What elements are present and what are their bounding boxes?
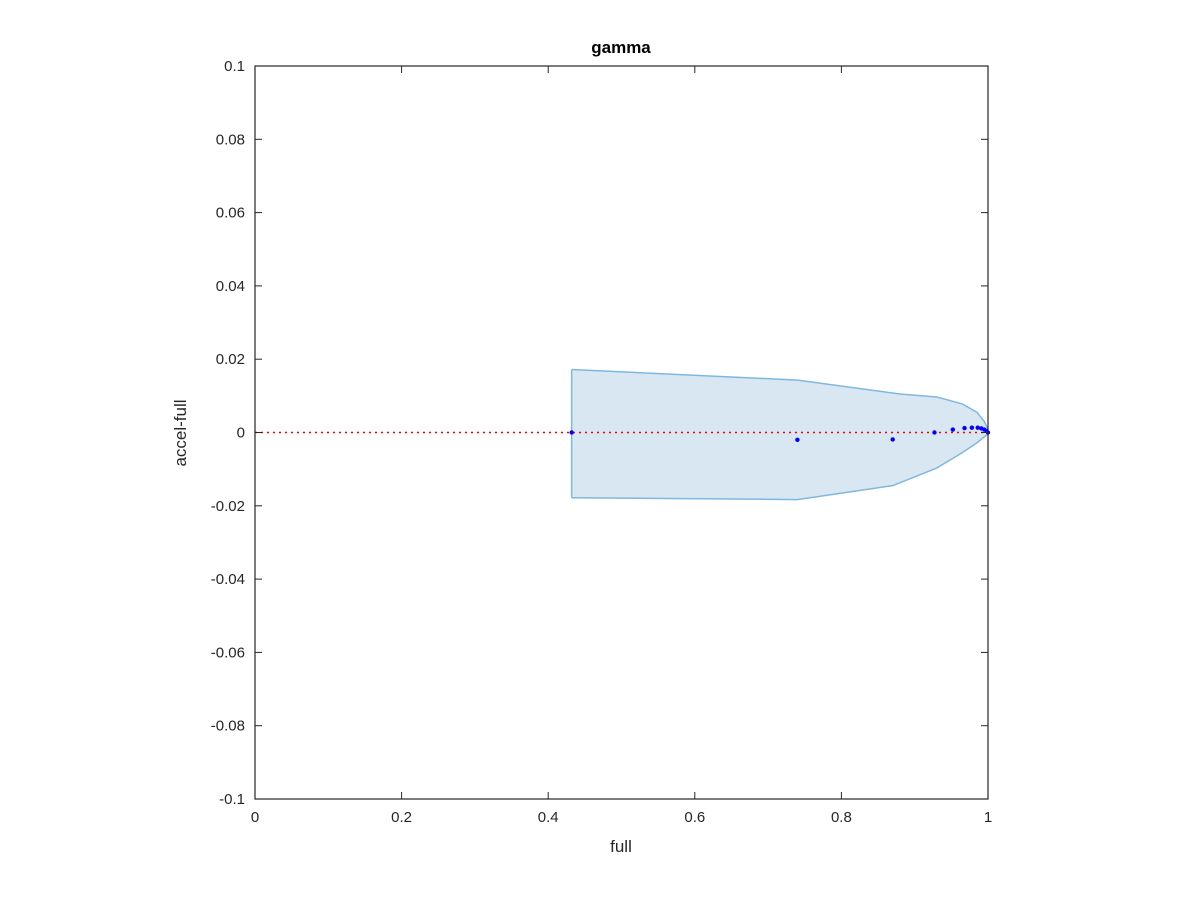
y-tick-label: -0.1 [219,791,245,808]
y-tick-label: -0.08 [211,718,245,735]
y-tick-label: -0.02 [211,498,245,515]
y-tick-label: -0.06 [211,644,245,661]
data-point [975,425,980,430]
y-tick-label: 0 [237,425,245,442]
x-tick-label: 0.4 [538,809,559,826]
data-point [795,437,800,443]
x-tick-label: 0.6 [684,809,705,826]
x-axis-label: full [610,837,632,856]
data-point [969,425,975,430]
confidence-band [571,369,988,500]
y-tick-label: 0.08 [216,131,245,148]
data-point [890,437,895,442]
band-lower-edge [571,433,989,501]
y-tick-label: -0.04 [211,571,245,588]
data-point [962,425,967,431]
y-axis-label: accel-full [171,399,190,466]
data-point [569,430,574,435]
band-upper-edge [571,368,989,430]
x-tick-label: 0 [251,809,259,826]
x-tick-label: 0.2 [391,809,412,826]
y-tick-label: 0.06 [216,205,245,222]
chart-title: gamma [591,38,651,57]
x-tick-label: 0.8 [831,809,852,826]
plot-area: 0 0.2 0.4 0.6 0.8 1 -0.1 -0.08 -0.06 -0.04 -0.02 0 0… [211,58,992,826]
x-tick-label: 1 [984,809,992,826]
data-point [932,430,937,435]
y-tick-label: 0.02 [216,351,245,368]
y-tick-label: 0.1 [224,58,245,75]
y-tick-label: 0.04 [216,278,245,295]
data-point [950,427,956,432]
